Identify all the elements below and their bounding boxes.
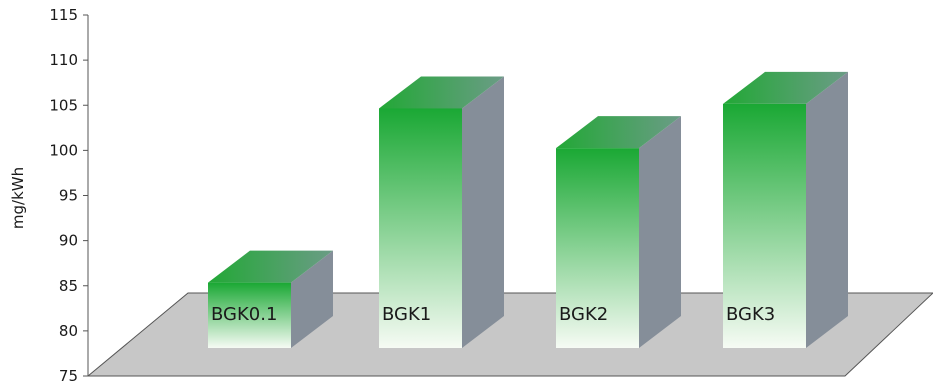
y-tick-label: 75 — [59, 367, 78, 385]
bar-label: BGK1 — [382, 304, 431, 325]
bar-top — [556, 116, 681, 149]
bar: BGK2 — [556, 116, 681, 348]
bar-top — [379, 76, 504, 109]
y-axis: 75 80 85 90 95 100 105 110 115 — [49, 6, 89, 385]
bar-front — [723, 103, 806, 349]
bar-top — [208, 250, 333, 283]
y-tick-label: 90 — [59, 232, 78, 250]
bar-side — [639, 116, 681, 348]
y-tick-label: 100 — [49, 141, 78, 159]
bar: BGK1 — [379, 76, 504, 348]
bar: BGK3 — [723, 71, 848, 349]
bar-label: BGK3 — [726, 304, 775, 325]
bars: BGK0.1 BGK1 BGK2 BGK3 — [208, 71, 848, 349]
bar-front — [556, 148, 639, 348]
y-tick-label: 105 — [49, 96, 78, 114]
y-tick-label: 110 — [49, 51, 78, 69]
bar-side — [806, 71, 848, 349]
bar: BGK0.1 — [208, 250, 333, 348]
bar-front — [208, 282, 291, 348]
y-tick-label: 95 — [59, 187, 78, 205]
bar-label: BGK2 — [559, 304, 608, 325]
bar-side — [291, 250, 333, 348]
y-tick-label: 115 — [49, 6, 78, 24]
y-tick-label: 80 — [59, 322, 78, 340]
bar-label: BGK0.1 — [211, 304, 277, 325]
y-axis-title: mg/kWh — [9, 167, 27, 229]
y-tick-label: 85 — [59, 277, 78, 295]
bar-front — [379, 108, 462, 348]
bar-side — [462, 76, 504, 348]
bar-top — [723, 71, 848, 104]
